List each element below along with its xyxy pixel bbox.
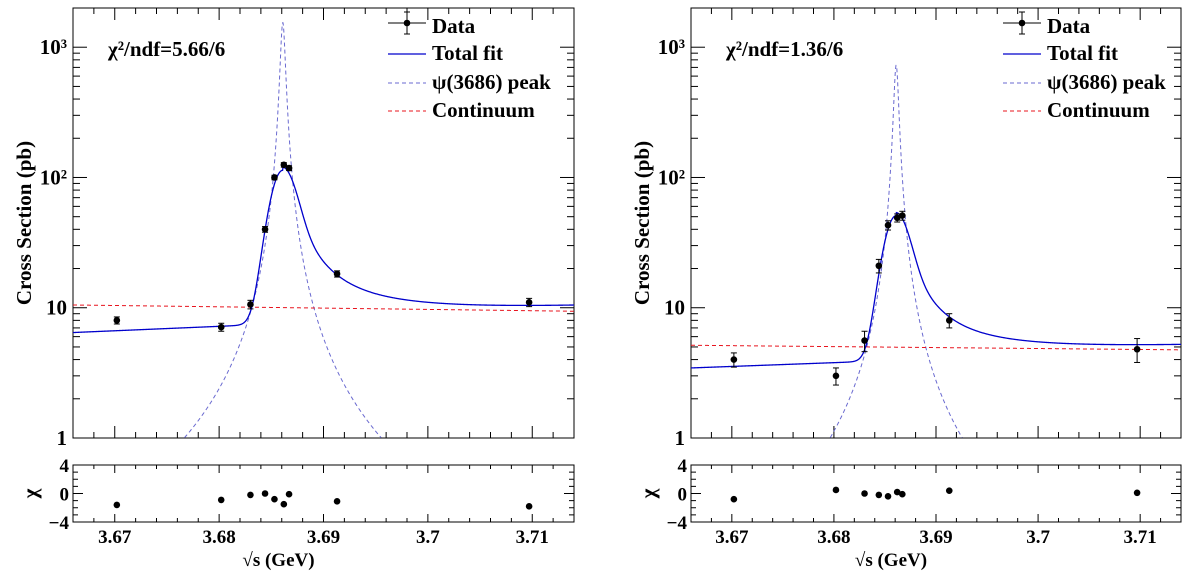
data-point [217,323,225,331]
legend-entry: Total fit [432,41,503,65]
x-tick-label: 3.71 [1124,527,1157,548]
legend-data-marker [403,19,411,27]
pull-y-axis-title: χ [636,488,660,499]
continuum-curve [691,344,1181,351]
psi-peak-curve [829,64,963,438]
y-tick-label: 1 [675,426,686,450]
legend-entry: Continuum [1047,98,1150,122]
y-tick-label: 10³ [40,35,67,59]
x-tick-label: 3.67 [98,527,132,548]
data-point [285,164,293,172]
data-point [247,301,254,308]
pull-y-tick-label: 0 [60,485,70,506]
pull-y-tick-label: 4 [60,456,70,477]
pull-point [945,487,953,494]
pull-point [280,500,288,508]
pull-point [861,490,868,497]
pull-plot-frame [690,464,1182,523]
chi2-annotation: χ²/ndf=1.36/6 [725,37,843,61]
pull-point [875,491,883,499]
data-point [271,174,278,181]
x-tick-label: 3.7 [416,527,440,548]
x-tick-label: 3.69 [307,527,340,548]
y-axis-title: Cross Section (pb) [630,141,654,305]
pull-point [832,486,840,494]
pull-point [271,495,278,503]
pull-point [285,490,293,498]
data-point [884,221,892,229]
pull-point [333,498,341,505]
pull-point [884,493,892,500]
pull-y-axis-title: χ [18,488,42,499]
pull-y-tick-label: −4 [667,513,688,534]
total-fit-curve [72,166,575,334]
data-point [525,299,533,306]
legend: Data Total fit ψ(3686) peak Continuum [1003,11,1166,122]
pull-y-tick-label: −4 [49,513,70,534]
pull-point [899,490,906,498]
data-point [280,161,288,169]
data-point [832,372,840,380]
pull-point [261,490,269,497]
data-point [945,317,953,324]
legend-entry: Data [432,14,476,38]
legend-entry: Total fit [1047,41,1118,65]
pull-plot-frame [72,464,575,523]
total-fit-curve [690,211,1181,369]
pull-point [730,495,738,503]
x-axis-title: √s (GeV) [855,550,927,571]
pull-point [247,491,254,499]
x-axis-title: √s (GeV) [242,550,314,571]
pull-y-tick-label: 4 [678,456,688,477]
legend-entry: ψ(3686) peak [1047,70,1166,94]
y-tick-label: 10 [664,296,685,320]
data-point [333,270,341,278]
data-point [893,214,901,222]
legend-data-marker [1018,19,1026,27]
data-point [730,356,738,363]
pull-point [893,488,901,496]
y-tick-label: 10² [40,165,67,189]
x-tick-label: 3.7 [1026,527,1050,548]
data-point [861,337,868,344]
pull-point [1133,489,1141,497]
chart-panel-2: 1 10 10² 10³ 3.67 3.68 3.69 3.7 3.71 4 0 −4 Cross Se… [630,7,1182,571]
data-point [1133,345,1141,353]
x-tick-label: 3.69 [919,527,952,548]
pull-point [217,496,225,504]
y-axis-title: Cross Section (pb) [12,141,36,305]
y-tick-label: 10³ [658,35,685,59]
data-point [113,317,121,324]
legend-entry: Data [1047,14,1091,38]
data-point [875,262,883,270]
x-tick-label: 3.67 [715,527,749,548]
chart-panel-1: 1 10 10² 10³ 3.67 3.68 3.69 3.7 3.71 4 0 −4 Cross Se… [12,7,575,571]
y-tick-label: 10² [658,165,685,189]
legend: Data Total fit ψ(3686) peak Continuum [388,11,551,122]
pull-point [113,501,121,509]
data-point [899,212,906,219]
legend-entry: Continuum [432,98,535,122]
y-tick-label: 10 [46,296,67,320]
x-tick-label: 3.68 [817,527,850,548]
x-tick-label: 3.68 [203,527,236,548]
psi-peak-curve [184,22,382,439]
y-tick-label: 1 [57,426,68,450]
data-point [261,226,269,233]
pull-point [525,503,533,510]
pull-y-tick-label: 0 [678,485,688,506]
chi2-annotation: χ²/ndf=5.66/6 [107,37,225,61]
x-tick-label: 3.71 [516,527,549,548]
legend-entry: ψ(3686) peak [432,70,551,94]
